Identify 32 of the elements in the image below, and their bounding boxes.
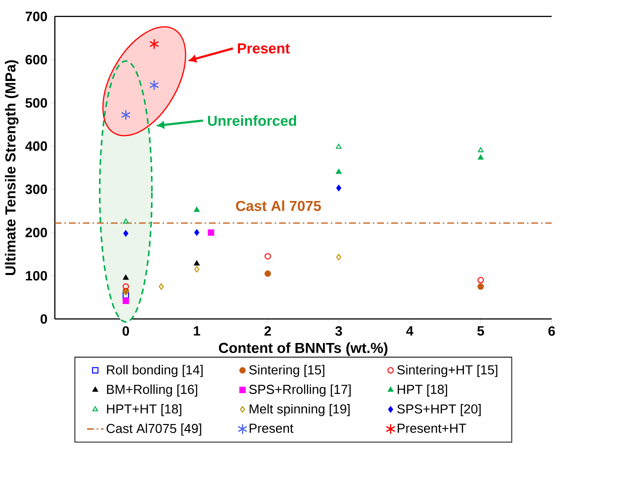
- annotation: Cast Al 7075: [236, 200, 321, 212]
- legend-label: BM+Rolling [16]: [107, 384, 198, 397]
- y-tick-label: 0: [40, 314, 48, 324]
- y-tick-label: 300: [25, 184, 48, 194]
- legend-label: Present+HT: [398, 424, 466, 433]
- x-tick-label: 4: [406, 326, 414, 336]
- legend-label: SPS+Rrolling [17]: [249, 384, 351, 397]
- x-tick-label: 3: [335, 326, 342, 336]
- x-axis-title: Content of BNNTs (wt.%): [218, 342, 388, 356]
- x-tick-label: 0: [122, 326, 129, 336]
- annotation: Present: [238, 43, 290, 54]
- legend-label: SPS+HPT [20]: [397, 404, 481, 416]
- x-tick-label: 5: [477, 326, 484, 336]
- legend-label: Sintering+HT [15]: [397, 364, 498, 378]
- annotation: Unreinforced: [208, 115, 296, 126]
- legend-label: Present: [250, 424, 294, 433]
- legend-label: Melt spinning [19]: [250, 404, 350, 416]
- y-tick-label: 700: [26, 12, 48, 22]
- x-tick-label: 6: [548, 326, 555, 336]
- legend-label: HPT+HT [18]: [107, 404, 182, 416]
- x-tick-label: 1: [194, 326, 200, 336]
- y-axis-title: Ultimate Tensile Strength (MPa): [4, 60, 18, 276]
- legend-label: Cast Al7075 [49]: [106, 424, 202, 436]
- legend-label: HPT [18]: [398, 384, 448, 397]
- y-tick-label: 600: [26, 54, 48, 65]
- legend-label: Roll bonding [14]: [107, 364, 203, 378]
- x-tick-label: 2: [264, 326, 271, 336]
- y-tick-label: 400: [25, 141, 48, 151]
- y-tick-label: 500: [25, 98, 48, 108]
- y-tick-label: 100: [26, 271, 48, 281]
- legend-label: Sintering [15]: [249, 364, 324, 378]
- y-tick-label: 200: [26, 228, 48, 238]
